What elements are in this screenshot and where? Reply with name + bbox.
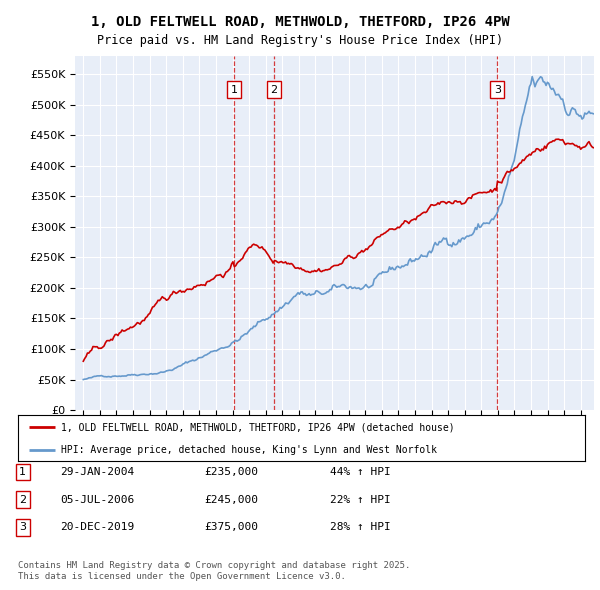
Text: 1: 1 [19, 467, 26, 477]
Text: Contains HM Land Registry data © Crown copyright and database right 2025.
This d: Contains HM Land Registry data © Crown c… [18, 561, 410, 581]
Text: 3: 3 [494, 85, 501, 94]
Text: 1: 1 [230, 85, 238, 94]
Text: 2: 2 [19, 495, 26, 504]
Text: £375,000: £375,000 [204, 523, 258, 532]
Text: Price paid vs. HM Land Registry's House Price Index (HPI): Price paid vs. HM Land Registry's House … [97, 34, 503, 47]
Text: 44% ↑ HPI: 44% ↑ HPI [330, 467, 391, 477]
Text: 2: 2 [271, 85, 278, 94]
Text: 05-JUL-2006: 05-JUL-2006 [60, 495, 134, 504]
Text: HPI: Average price, detached house, King's Lynn and West Norfolk: HPI: Average price, detached house, King… [61, 445, 437, 455]
Text: £245,000: £245,000 [204, 495, 258, 504]
Text: 29-JAN-2004: 29-JAN-2004 [60, 467, 134, 477]
Text: 22% ↑ HPI: 22% ↑ HPI [330, 495, 391, 504]
Text: £235,000: £235,000 [204, 467, 258, 477]
Text: 20-DEC-2019: 20-DEC-2019 [60, 523, 134, 532]
Text: 3: 3 [19, 523, 26, 532]
Text: 1, OLD FELTWELL ROAD, METHWOLD, THETFORD, IP26 4PW (detached house): 1, OLD FELTWELL ROAD, METHWOLD, THETFORD… [61, 422, 454, 432]
Text: 28% ↑ HPI: 28% ↑ HPI [330, 523, 391, 532]
Text: 1, OLD FELTWELL ROAD, METHWOLD, THETFORD, IP26 4PW: 1, OLD FELTWELL ROAD, METHWOLD, THETFORD… [91, 15, 509, 29]
